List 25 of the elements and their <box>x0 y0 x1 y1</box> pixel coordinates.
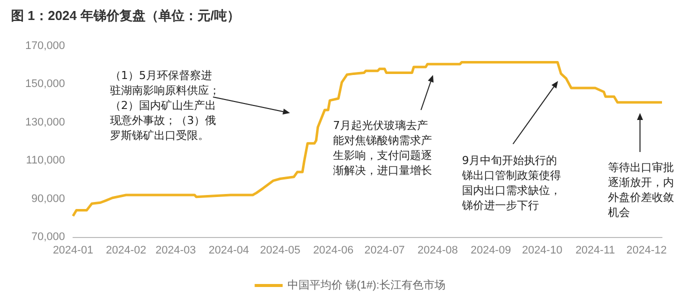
y-tick-label: 90,000 <box>31 192 65 205</box>
x-tick-label: 2024-05 <box>260 244 300 256</box>
y-tick-label: 170,000 <box>25 40 65 52</box>
x-tick-label: 2024-09 <box>470 244 511 256</box>
x-tick-label: 2024-01 <box>52 244 94 256</box>
y-tick-label: 130,000 <box>25 116 65 128</box>
x-tick-label: 2024-06 <box>313 244 354 256</box>
annotation: （1）5月环保督察进驻湖南影响原料供应；（2）国内矿山生产出现意外事故；（3）俄罗斯锑矿出口受限。 <box>110 69 220 142</box>
x-tick-label: 2024-08 <box>418 244 458 256</box>
annotation: 等待出口审批逐渐放开，内外盘价差收敛机会 <box>608 161 674 219</box>
line-series <box>72 60 664 218</box>
y-tick-label: 150,000 <box>25 78 65 90</box>
annotation: 7月起光伏玻璃去产能对焦锑酸钠需求产生影响，支付问题逐渐解决，进口量增长 <box>333 119 432 177</box>
x-tick-label: 2024-04 <box>208 244 249 256</box>
y-tick-label: 110,000 <box>26 154 65 167</box>
x-tick-label: 2024-03 <box>156 244 196 256</box>
x-tick-label: 2024-11 <box>575 244 616 256</box>
annotation: 9月中旬开始执行的锑出口管制政策使得国内出口需求缺位，锑价进一步下行 <box>461 154 561 212</box>
x-tick-label: 2024-10 <box>522 244 562 256</box>
chart-title: 图 1：2024 年锑价复盘（单位：元/吨） <box>11 8 240 23</box>
x-tick-label: 2024-02 <box>106 244 146 256</box>
y-tick-label: 70,000 <box>31 231 65 243</box>
x-tick-label: 2024-07 <box>364 244 405 256</box>
legend-label: 中国平均价 锑(1#):长江有色市场 <box>288 278 446 292</box>
x-tick-label: 2024-12 <box>626 244 667 256</box>
